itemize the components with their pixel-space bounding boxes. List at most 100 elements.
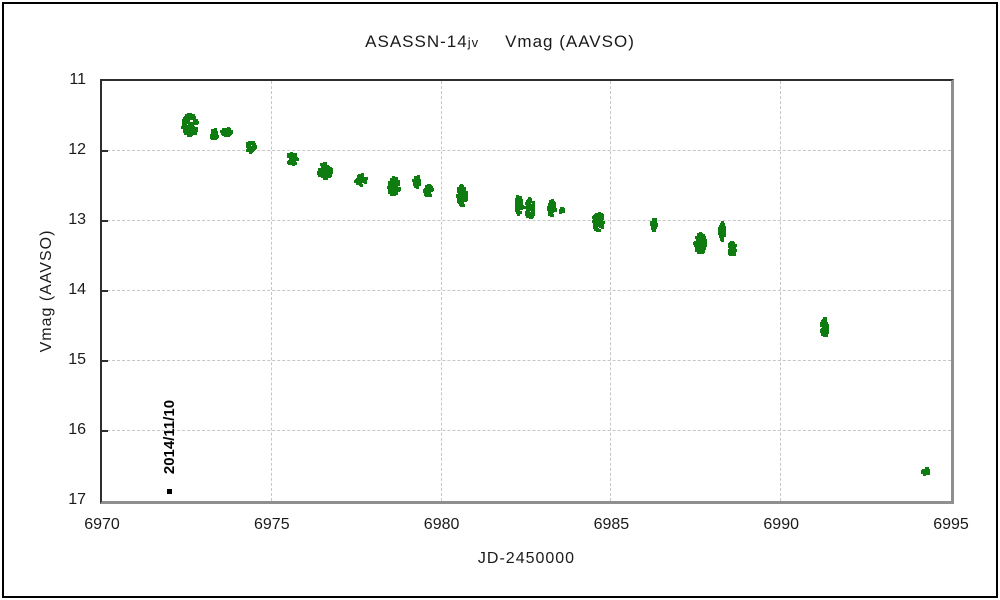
data-point [699,250,703,254]
data-point [191,129,195,133]
data-point [395,188,399,192]
data-point [246,141,250,145]
data-point [696,243,700,247]
v-gridline [610,81,612,501]
data-point [388,184,391,188]
data-point [430,187,434,191]
chart-title-object: ASASSN-14 [365,32,468,51]
data-point [246,145,250,149]
data-point [601,221,605,225]
data-point [417,178,421,182]
data-point [188,122,192,126]
data-point [457,187,461,191]
data-point [458,195,462,199]
data-point [424,192,428,196]
data-point [531,209,535,213]
data-point [596,228,599,232]
chart-title-object-suffix: jv [467,35,480,50]
data-point [825,325,829,329]
x-tick-label: 6985 [593,516,630,533]
data-point [701,248,705,252]
data-point [247,143,251,147]
data-point [188,130,192,134]
data-point [210,129,214,133]
data-point [727,242,731,246]
data-point [517,207,521,211]
data-point [193,132,197,136]
data-point [699,232,703,236]
y-tick-label: 12 [68,141,86,158]
data-point [287,160,291,164]
data-point [696,239,700,243]
data-point [730,251,734,255]
data-point [528,197,532,201]
data-point [721,225,725,229]
data-point [599,224,603,228]
data-point [326,167,330,171]
data-point [321,173,325,177]
data-point [925,472,929,476]
h-gridline [102,220,951,221]
data-point [717,226,721,230]
data-point [462,197,466,201]
data-point [321,169,325,173]
data-point [515,203,519,207]
data-point [697,237,701,241]
h-gridline [102,290,951,291]
data-point [820,321,824,325]
data-point [394,190,398,194]
data-point [363,177,367,181]
x-tick-label: 6990 [763,516,799,533]
data-point [418,183,422,187]
data-point [703,243,707,247]
data-point [213,128,217,132]
v-gridline [440,81,442,501]
data-point [219,130,223,134]
v-gridline [780,81,782,501]
data-point [824,331,828,335]
data-point [359,181,363,185]
data-point [186,133,190,137]
data-point [548,209,552,213]
data-point [825,331,829,335]
data-point [329,173,333,177]
data-point [194,130,198,134]
data-point [287,153,291,157]
data-point [551,203,555,207]
data-point [359,183,363,187]
data-point [548,200,552,204]
data-point [719,237,723,241]
data-point [226,131,230,135]
data-point [526,212,530,216]
data-point [526,200,530,204]
data-point [516,212,520,216]
data-point [514,206,518,210]
data-point [354,180,358,184]
x-tick-label: 6980 [423,516,460,533]
data-point [532,206,536,210]
data-point [560,206,564,210]
data-point [389,180,393,184]
data-point [526,203,530,207]
data-point [215,132,219,136]
y-tick [102,150,108,152]
data-point [327,174,331,178]
data-point [697,250,701,254]
data-point [560,208,564,212]
data-point [246,149,250,153]
data-point [550,207,554,211]
data-point [732,249,736,253]
x-tick-label: 6975 [254,516,290,533]
data-point [192,126,196,130]
data-point [229,130,233,134]
y-tick [102,220,108,222]
data-point [723,233,727,237]
data-point [651,223,655,227]
data-point [289,162,293,166]
data-point [823,317,827,321]
data-point [559,210,563,214]
data-point [599,215,603,219]
data-point [732,251,736,255]
data-point [529,200,533,204]
data-point [655,223,659,227]
